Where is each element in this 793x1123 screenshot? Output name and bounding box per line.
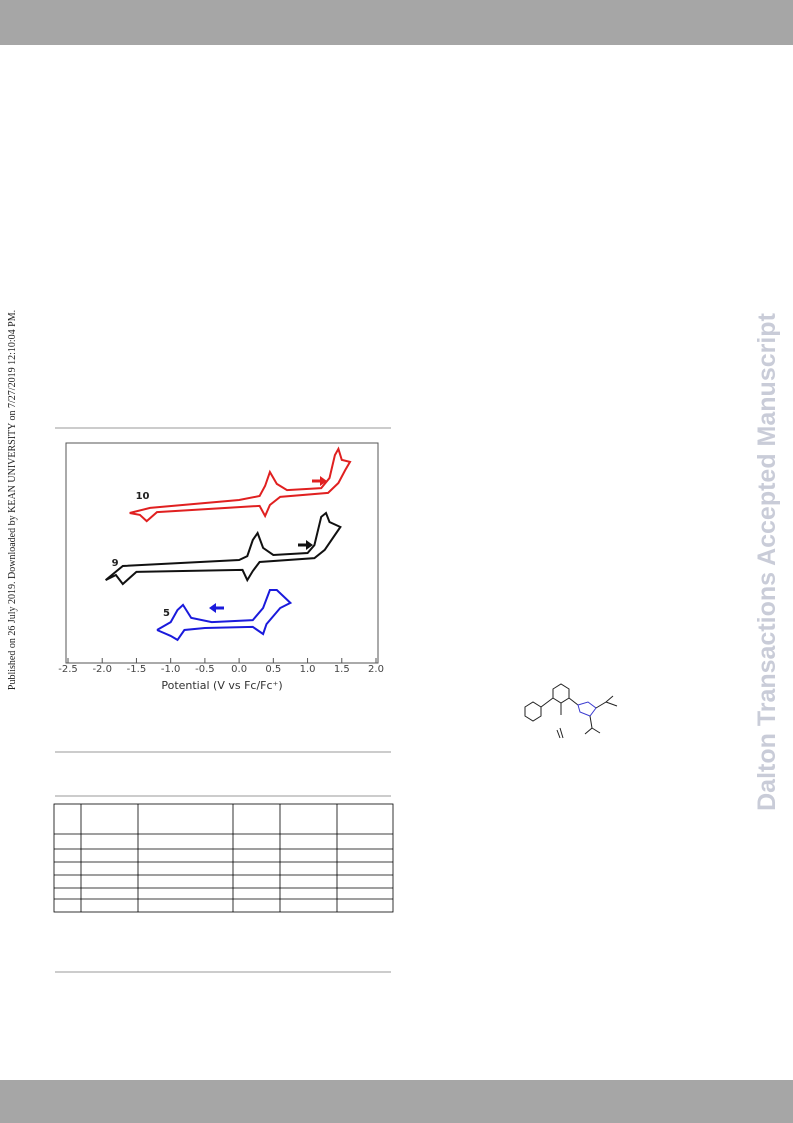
cv-curve	[156, 589, 293, 642]
ring	[552, 683, 570, 704]
arrow-head	[306, 540, 313, 550]
bond	[568, 697, 579, 706]
bond	[540, 697, 554, 708]
plot-frame	[65, 442, 379, 664]
table-border	[53, 803, 394, 913]
x-axis-label: Potential (V vs Fc/Fc⁺)	[161, 679, 282, 692]
x-tick-label: -0.5	[195, 664, 215, 675]
x-tick-label: -1.0	[161, 664, 181, 675]
watermark: Dalton Transactions Accepted Manuscript	[753, 312, 781, 810]
side-note: Published on 26 July 2019. Downloaded by…	[7, 310, 18, 690]
plot: -2.5 -2.0 -1.5 -1.0 -0.5 0.0 0.5 1.0 1.5 2.0 Poten…	[58, 446, 384, 692]
table-lines	[54, 804, 393, 912]
curve-label: 10	[136, 491, 150, 502]
ring	[524, 701, 542, 722]
ring	[577, 701, 597, 717]
x-tick-label: 1.0	[300, 664, 316, 675]
cv-curve	[129, 446, 352, 523]
cv-curve	[104, 511, 342, 586]
footer-bar	[0, 1080, 793, 1123]
bonds	[584, 695, 618, 735]
wedge	[556, 727, 564, 739]
curve-label: 9	[112, 558, 119, 569]
x-tick-label: -1.5	[127, 664, 147, 675]
header-bar	[0, 0, 793, 45]
x-tick-label: 1.5	[334, 664, 350, 675]
curve-label: 5	[163, 608, 170, 619]
x-tick-label: 0.0	[231, 664, 247, 675]
molecule	[524, 683, 618, 739]
x-tick-label: 2.0	[368, 664, 384, 675]
x-tick-label: -2.0	[92, 664, 112, 675]
arrow-head	[209, 603, 216, 613]
x-tick-label: -2.5	[58, 664, 78, 675]
arrow-head	[320, 476, 327, 486]
table-grid	[53, 803, 394, 913]
arrows	[209, 476, 327, 613]
rules	[55, 427, 391, 973]
x-tick-label: 0.5	[265, 664, 281, 675]
